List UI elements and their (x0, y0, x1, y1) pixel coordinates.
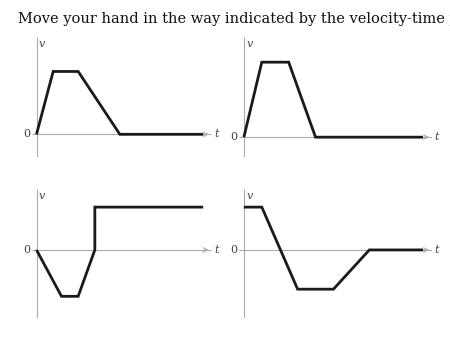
Text: 0: 0 (230, 132, 238, 142)
Text: t: t (214, 245, 219, 255)
Text: t: t (214, 129, 219, 139)
Text: v: v (39, 191, 45, 201)
Text: Move your hand in the way indicated by the velocity-time plots below: Move your hand in the way indicated by t… (18, 12, 450, 26)
Text: 0: 0 (23, 245, 31, 255)
Text: v: v (247, 39, 253, 49)
Text: t: t (435, 245, 439, 255)
Text: 0: 0 (230, 245, 238, 255)
Text: v: v (39, 40, 45, 49)
Text: v: v (247, 191, 253, 201)
Text: t: t (435, 132, 439, 142)
Text: 0: 0 (23, 129, 31, 139)
